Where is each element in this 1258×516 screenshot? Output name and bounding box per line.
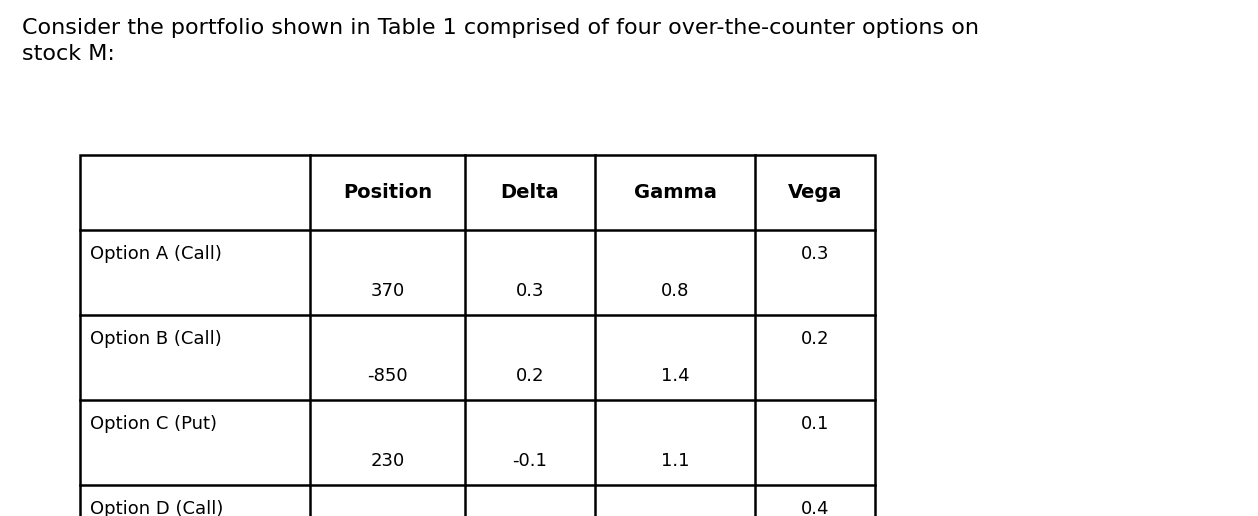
Text: 0.3: 0.3 — [801, 245, 829, 263]
Text: -0.1: -0.1 — [512, 452, 547, 470]
Text: 0.2: 0.2 — [516, 367, 545, 385]
Text: Option A (Call): Option A (Call) — [91, 245, 221, 263]
Text: 0.1: 0.1 — [801, 415, 829, 433]
Text: Option C (Put): Option C (Put) — [91, 415, 216, 433]
Text: 230: 230 — [370, 452, 405, 470]
Text: Consider the portfolio shown in Table 1 comprised of four over-the-counter optio: Consider the portfolio shown in Table 1 … — [21, 18, 979, 64]
Text: 0.8: 0.8 — [660, 282, 689, 300]
Text: Option B (Call): Option B (Call) — [91, 330, 221, 348]
Text: 370: 370 — [370, 282, 405, 300]
Text: Gamma: Gamma — [634, 183, 717, 202]
Text: Vega: Vega — [788, 183, 842, 202]
Text: Delta: Delta — [501, 183, 560, 202]
Bar — [81, 155, 876, 516]
Text: -850: -850 — [367, 367, 408, 385]
Text: 1.1: 1.1 — [660, 452, 689, 470]
Text: 1.4: 1.4 — [660, 367, 689, 385]
Text: Option D (Call): Option D (Call) — [91, 500, 224, 516]
Text: 0.3: 0.3 — [516, 282, 545, 300]
Text: Position: Position — [343, 183, 431, 202]
Text: 0.2: 0.2 — [801, 330, 829, 348]
Text: 0.4: 0.4 — [801, 500, 829, 516]
